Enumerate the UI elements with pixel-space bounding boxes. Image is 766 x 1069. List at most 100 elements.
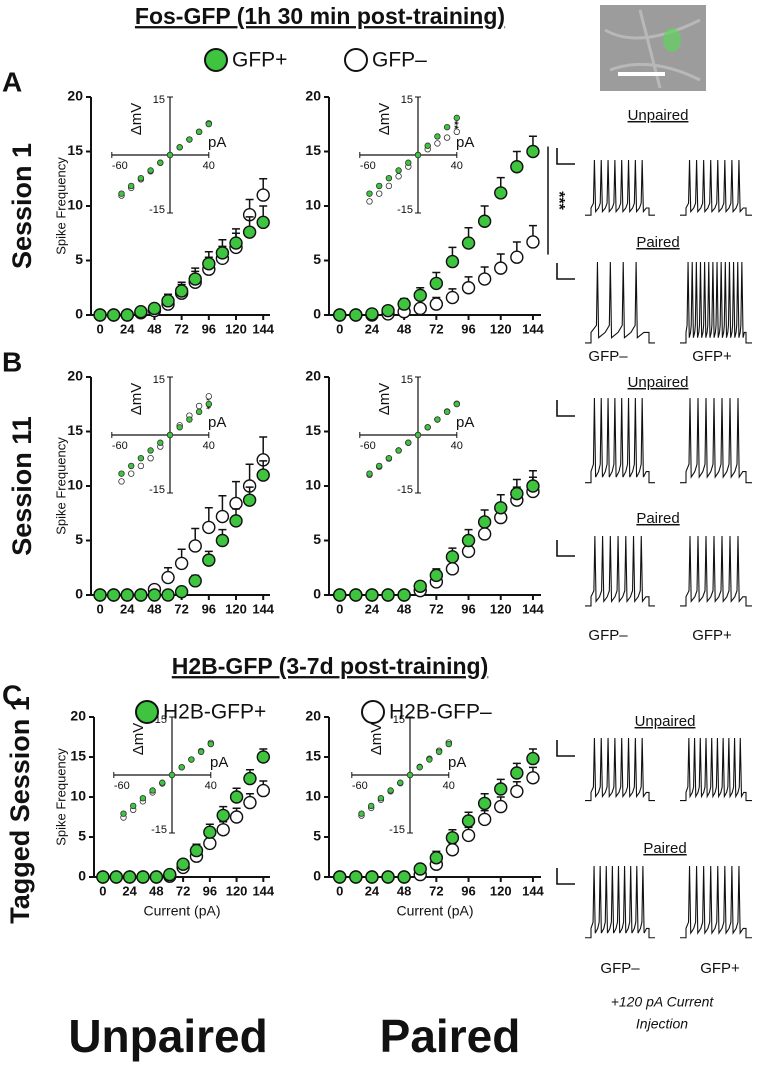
inset-point (188, 756, 195, 763)
y-axis-label: Spike Frequency (53, 157, 68, 255)
data-point (188, 539, 202, 553)
data-point (161, 570, 175, 585)
micrograph-cell (663, 28, 681, 52)
inset-point (366, 190, 373, 197)
data-point (477, 527, 492, 541)
inset-point (139, 795, 147, 802)
data-point (215, 533, 230, 548)
inset-y-tick-label: 15 (155, 714, 167, 726)
inset-point (118, 478, 125, 485)
trace-label: Paired (636, 234, 679, 251)
data-point (429, 568, 444, 583)
inset-x-tick-label: -60 (112, 160, 128, 172)
x-axis-label: Current (pA) (143, 903, 220, 919)
x-tick-label: 120 (226, 883, 248, 898)
x-tick-label: 24 (120, 601, 135, 616)
y-tick-label: 10 (305, 788, 321, 804)
inset-x-tick-label: 40 (451, 160, 463, 172)
inset-point (195, 128, 203, 135)
y-tick-label: 10 (70, 788, 86, 804)
inset-point (168, 771, 176, 779)
y-tick-label: 20 (305, 88, 321, 104)
y-tick-label: 20 (70, 708, 86, 724)
data-point (381, 870, 395, 884)
data-point (365, 588, 379, 602)
x-tick-label: 48 (147, 601, 161, 616)
y-tick-label: 5 (78, 828, 86, 844)
y-tick-label: 20 (67, 368, 83, 384)
x-axis-label: Current (pA) (396, 903, 473, 919)
data-point (96, 870, 110, 884)
panel-letter: B (2, 346, 22, 377)
inset-point (147, 455, 154, 462)
inset-x-tick-label: -60 (360, 440, 376, 452)
y-tick-label: 15 (70, 748, 86, 764)
inset-x-tick-label: 40 (443, 780, 455, 792)
data-point (256, 468, 270, 482)
inset-y-tick-label: -15 (389, 824, 405, 836)
x-tick-label: 96 (202, 321, 216, 336)
inset-point (147, 167, 154, 174)
data-point (120, 588, 134, 602)
data-point (381, 303, 395, 318)
y-tick-label: 20 (305, 708, 321, 724)
inset-point (434, 416, 441, 423)
x-tick-label: 72 (429, 883, 443, 898)
inset-point (186, 416, 193, 423)
data-point (445, 550, 460, 564)
data-point (477, 796, 492, 811)
micrograph (600, 5, 706, 91)
data-point (461, 814, 476, 828)
x-tick-label: 96 (461, 321, 475, 336)
inset-x-tick-label: 40 (203, 160, 215, 172)
inset-y-label: ΔmV (368, 723, 385, 756)
inset-point (195, 402, 203, 410)
trace-label: Paired (636, 510, 679, 527)
data-point (461, 544, 476, 559)
data-point (349, 588, 363, 602)
inset-point (157, 159, 164, 166)
x-tick-label: 144 (252, 601, 274, 616)
inset-y-tick-label: 15 (153, 374, 165, 386)
data-point (229, 514, 243, 528)
data-point (174, 556, 189, 571)
data-point (445, 562, 460, 576)
data-point (333, 308, 347, 322)
x-tick-label: 0 (96, 601, 103, 616)
inset-point (157, 439, 164, 446)
inset-point (176, 424, 183, 431)
inset-x-label: pA (456, 134, 474, 151)
inset-point (137, 455, 145, 462)
inset-y-tick-label: -15 (397, 484, 413, 496)
inset-y-label: ΔmV (376, 383, 393, 416)
inset-point (166, 431, 174, 439)
data-point (256, 783, 271, 798)
legend-marker (344, 48, 368, 72)
voltage-trace (680, 737, 752, 802)
data-point (188, 574, 202, 588)
data-point (149, 870, 164, 884)
y-tick-label: 5 (75, 251, 83, 267)
inset-point (195, 408, 203, 415)
data-point (429, 851, 444, 865)
inset-x-label: pA (208, 414, 226, 431)
data-point (106, 308, 121, 322)
data-point (413, 288, 427, 303)
inset-y-tick-label: 15 (401, 94, 413, 106)
data-point (134, 588, 148, 602)
x-tick-label: 96 (461, 883, 475, 898)
data-point (526, 144, 540, 159)
x-tick-label: 48 (149, 883, 163, 898)
data-point (203, 836, 217, 851)
inset-point (366, 470, 373, 477)
data-point (413, 862, 427, 876)
voltage-trace (585, 737, 655, 802)
data-point (215, 509, 230, 524)
inset-point (205, 400, 212, 408)
data-point (216, 823, 230, 837)
data-point (365, 307, 379, 321)
data-point (477, 515, 492, 529)
inset-point (366, 198, 373, 205)
x-tick-label: 24 (365, 601, 380, 616)
y-tick-label: 15 (67, 422, 83, 438)
